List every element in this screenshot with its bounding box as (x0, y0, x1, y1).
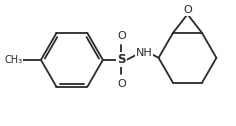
Text: NH: NH (136, 48, 152, 58)
Text: O: O (183, 5, 192, 15)
Text: O: O (117, 79, 126, 89)
Text: CH₃: CH₃ (4, 55, 22, 65)
Text: S: S (117, 53, 126, 66)
Text: O: O (117, 31, 126, 41)
